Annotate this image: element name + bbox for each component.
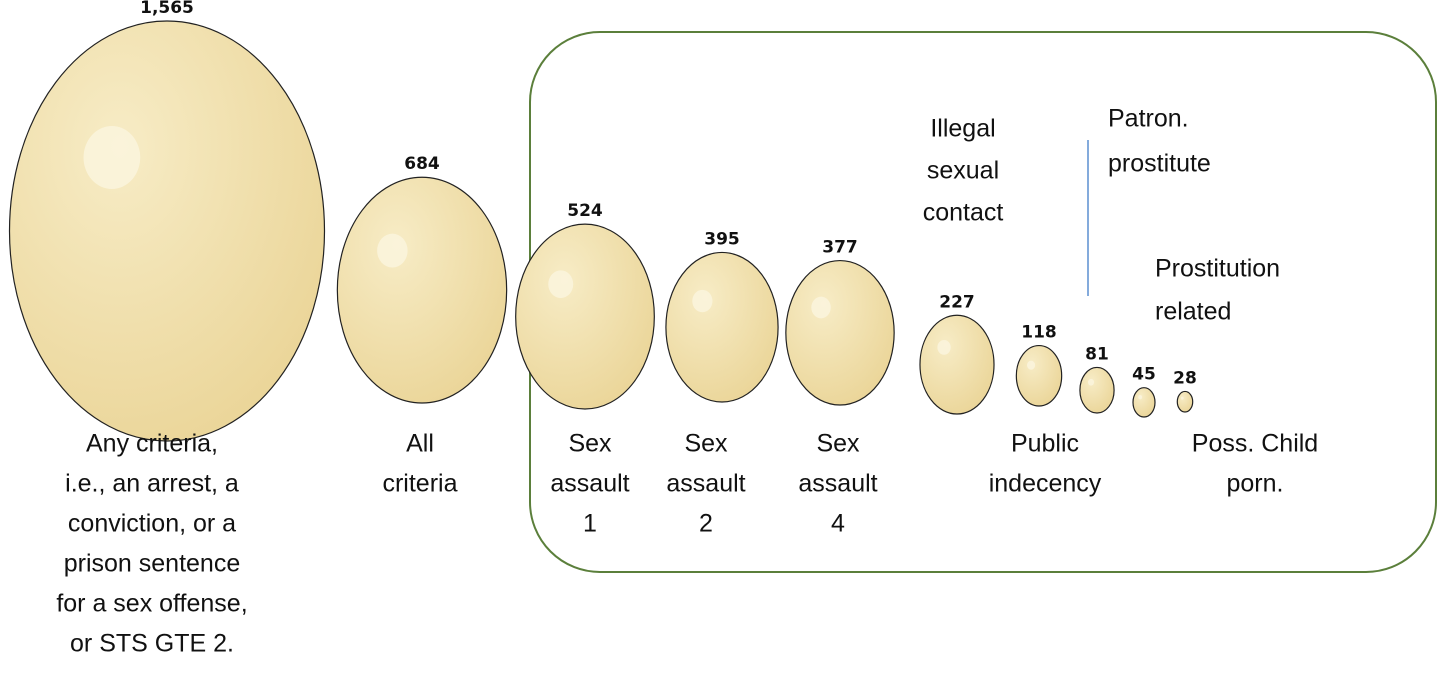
bubble-highlight — [1138, 395, 1143, 400]
bubble — [919, 314, 995, 415]
category-label: prison sentence — [64, 550, 241, 578]
value-label: 28 — [1173, 368, 1197, 388]
value-label: 118 — [1021, 323, 1057, 343]
category-label: porn. — [1227, 470, 1284, 498]
bubble — [785, 259, 895, 406]
category-label: prostitute — [1108, 150, 1211, 178]
category-label: criteria — [382, 470, 457, 498]
category-label: sexual — [927, 157, 999, 185]
bubble — [515, 223, 655, 410]
category-label: conviction, or a — [68, 510, 236, 538]
category-label: assault — [798, 470, 877, 498]
value-label: 684 — [404, 154, 440, 174]
category-label: related — [1155, 298, 1231, 326]
bubble-highlight — [937, 339, 951, 355]
bubble-highlight — [1087, 378, 1095, 386]
category-label: 1 — [583, 510, 597, 538]
category-label: assault — [666, 470, 745, 498]
category-label: Sex — [816, 430, 860, 458]
bubble — [1176, 390, 1194, 413]
bubble — [1079, 366, 1115, 414]
bubble — [1015, 344, 1063, 407]
bubble-highlight — [1026, 360, 1036, 370]
category-label: or STS GTE 2. — [70, 630, 234, 658]
category-label: Sex — [568, 430, 612, 458]
category-label: Any criteria, — [86, 430, 218, 458]
value-label: 1,565 — [140, 0, 194, 18]
category-label: 2 — [699, 510, 713, 538]
category-label: for a sex offense, — [56, 590, 247, 618]
bubble — [8, 20, 326, 442]
category-label: indecency — [989, 470, 1102, 498]
bubble-highlight — [83, 126, 141, 189]
bubble-highlight — [1180, 396, 1184, 400]
category-label: Patron. — [1108, 105, 1189, 133]
bubble — [1132, 387, 1156, 418]
category-label: Illegal — [930, 115, 995, 143]
bubble — [336, 176, 508, 404]
category-label: assault — [550, 470, 629, 498]
bubble-highlight — [692, 289, 713, 313]
bubble-highlight — [377, 233, 408, 268]
category-label: Prostitution — [1155, 255, 1280, 283]
category-label: i.e., an arrest, a — [65, 470, 239, 498]
value-label: 377 — [822, 238, 858, 258]
value-label: 227 — [939, 292, 975, 312]
bubble-highlight — [811, 296, 831, 319]
category-label: Sex — [684, 430, 728, 458]
category-label: Public — [1011, 430, 1079, 458]
value-label: 524 — [567, 201, 603, 221]
category-label: Poss. Child — [1192, 430, 1318, 458]
bubble — [665, 251, 779, 403]
category-label: contact — [923, 199, 1004, 227]
value-label: 395 — [704, 229, 740, 249]
value-label: 81 — [1085, 344, 1109, 364]
category-label: 4 — [831, 510, 845, 538]
value-label: 45 — [1132, 365, 1156, 385]
bubble-highlight — [548, 270, 574, 299]
category-label: All — [406, 430, 434, 458]
